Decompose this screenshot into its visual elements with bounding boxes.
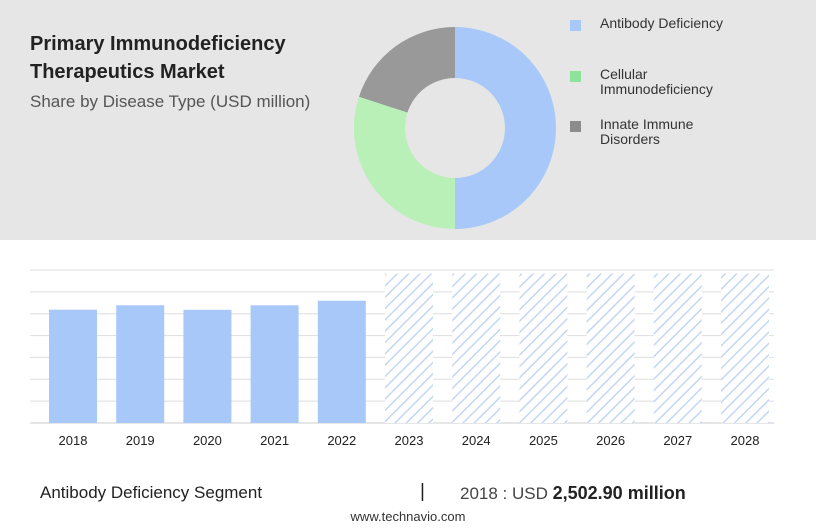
bar-2028 bbox=[721, 273, 769, 423]
footer-segment-name: Antibody Deficiency Segment bbox=[40, 483, 263, 502]
source-url: www.technavio.com bbox=[350, 509, 466, 524]
x-tick-label-2021: 2021 bbox=[260, 433, 289, 448]
x-tick-label-2019: 2019 bbox=[126, 433, 155, 448]
donut-slice-innate-immune-disorders bbox=[358, 27, 455, 113]
x-tick-label-2022: 2022 bbox=[327, 433, 356, 448]
bar-2019 bbox=[116, 305, 165, 423]
bar-2022 bbox=[317, 300, 366, 423]
legend-swatch-cellular-immunodeficiency bbox=[570, 71, 581, 82]
footer-year-label: 2018 : USD bbox=[460, 484, 548, 503]
x-tick-label-2023: 2023 bbox=[395, 433, 424, 448]
bar-2024 bbox=[452, 273, 501, 423]
x-tick-label-2020: 2020 bbox=[193, 433, 222, 448]
summary-panel: Primary Immunodeficiency Therapeutics Ma… bbox=[0, 0, 816, 240]
bar-2027 bbox=[653, 273, 702, 423]
x-tick-label-2025: 2025 bbox=[529, 433, 558, 448]
chart-subtitle: Share by Disease Type (USD million) bbox=[30, 92, 311, 111]
legend-label-innate-immune-disorders: Innate Immune Disorders bbox=[600, 116, 694, 147]
x-tick-label-2018: 2018 bbox=[59, 433, 88, 448]
x-tick-label-2027: 2027 bbox=[663, 433, 692, 448]
bar-2023 bbox=[385, 273, 433, 423]
legend-swatch-antibody-deficiency bbox=[570, 20, 581, 31]
donut-slice-antibody-deficiency bbox=[455, 27, 556, 229]
x-tick-label-2028: 2028 bbox=[731, 433, 760, 448]
legend-label-cellular-immunodeficiency: Cellular Immunodeficiency bbox=[600, 66, 713, 97]
bar-2020 bbox=[183, 309, 232, 423]
bar-2025 bbox=[519, 273, 568, 423]
donut-chart bbox=[353, 27, 556, 230]
legend-swatch-innate-immune-disorders bbox=[570, 121, 581, 132]
bar-2026 bbox=[586, 273, 635, 423]
bar-2018 bbox=[49, 309, 97, 423]
footer-separator: | bbox=[420, 481, 425, 502]
x-tick-label-2024: 2024 bbox=[462, 433, 491, 448]
footer-value: 2018 : USD 2,502.90 million bbox=[460, 483, 686, 504]
bar-2021 bbox=[250, 305, 299, 423]
chart-title: Primary Immunodeficiency Therapeutics Ma… bbox=[30, 33, 286, 83]
bar-chart: 2018 2019 2020 2021 2022 2023 2024 2025 2026 2027… bbox=[30, 269, 774, 448]
x-tick-label-2026: 2026 bbox=[596, 433, 625, 448]
legend-label-antibody-deficiency: Antibody Deficiency bbox=[600, 15, 723, 31]
footer-value-amount: 2,502.90 million bbox=[552, 483, 686, 503]
donut-slice-cellular-immunodeficiency bbox=[353, 96, 455, 230]
